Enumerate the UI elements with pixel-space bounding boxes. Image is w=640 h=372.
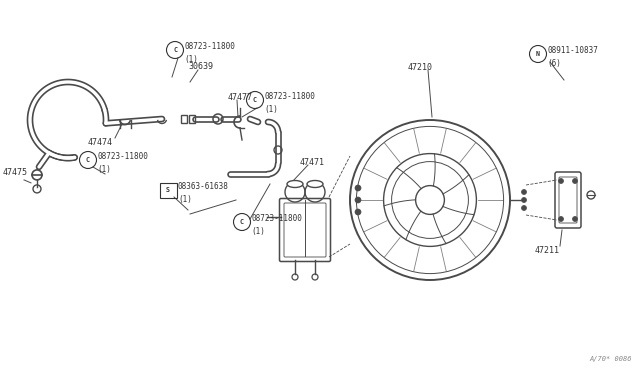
Circle shape [573,179,577,183]
Text: C: C [240,219,244,225]
Text: 30639: 30639 [188,61,213,71]
Text: C: C [253,97,257,103]
Text: 47475: 47475 [3,167,28,176]
Text: 47477: 47477 [228,93,253,102]
Text: 08911-10837: 08911-10837 [547,45,598,55]
Text: 08363-61638: 08363-61638 [178,182,229,190]
Circle shape [522,205,527,211]
Text: 47471: 47471 [300,157,325,167]
Text: 08723-11800: 08723-11800 [264,92,316,100]
Text: C: C [86,157,90,163]
Text: N: N [536,51,540,57]
Text: 47211: 47211 [535,246,560,254]
Circle shape [522,198,527,202]
Text: (1): (1) [252,227,266,235]
Circle shape [522,189,527,195]
Ellipse shape [287,180,303,187]
Text: (6): (6) [547,58,561,67]
Text: (1): (1) [97,164,111,173]
Text: 08723-11800: 08723-11800 [97,151,148,160]
Circle shape [355,185,361,191]
Text: S: S [166,187,170,193]
Text: (1): (1) [264,105,278,113]
Circle shape [355,209,361,215]
Bar [189,115,195,123]
Circle shape [573,217,577,221]
Circle shape [355,197,361,203]
Text: 08723-11800: 08723-11800 [184,42,236,51]
Bar [159,183,177,198]
Text: A/70* 0086: A/70* 0086 [589,356,632,362]
Text: 08723-11800: 08723-11800 [252,214,302,222]
Text: C: C [173,47,177,53]
Bar [181,115,187,123]
Circle shape [559,179,563,183]
Ellipse shape [307,180,323,187]
Text: (1): (1) [178,195,192,203]
Circle shape [559,217,563,221]
Text: 47210: 47210 [408,62,433,71]
Text: (1): (1) [184,55,198,64]
Text: 47474: 47474 [88,138,113,147]
